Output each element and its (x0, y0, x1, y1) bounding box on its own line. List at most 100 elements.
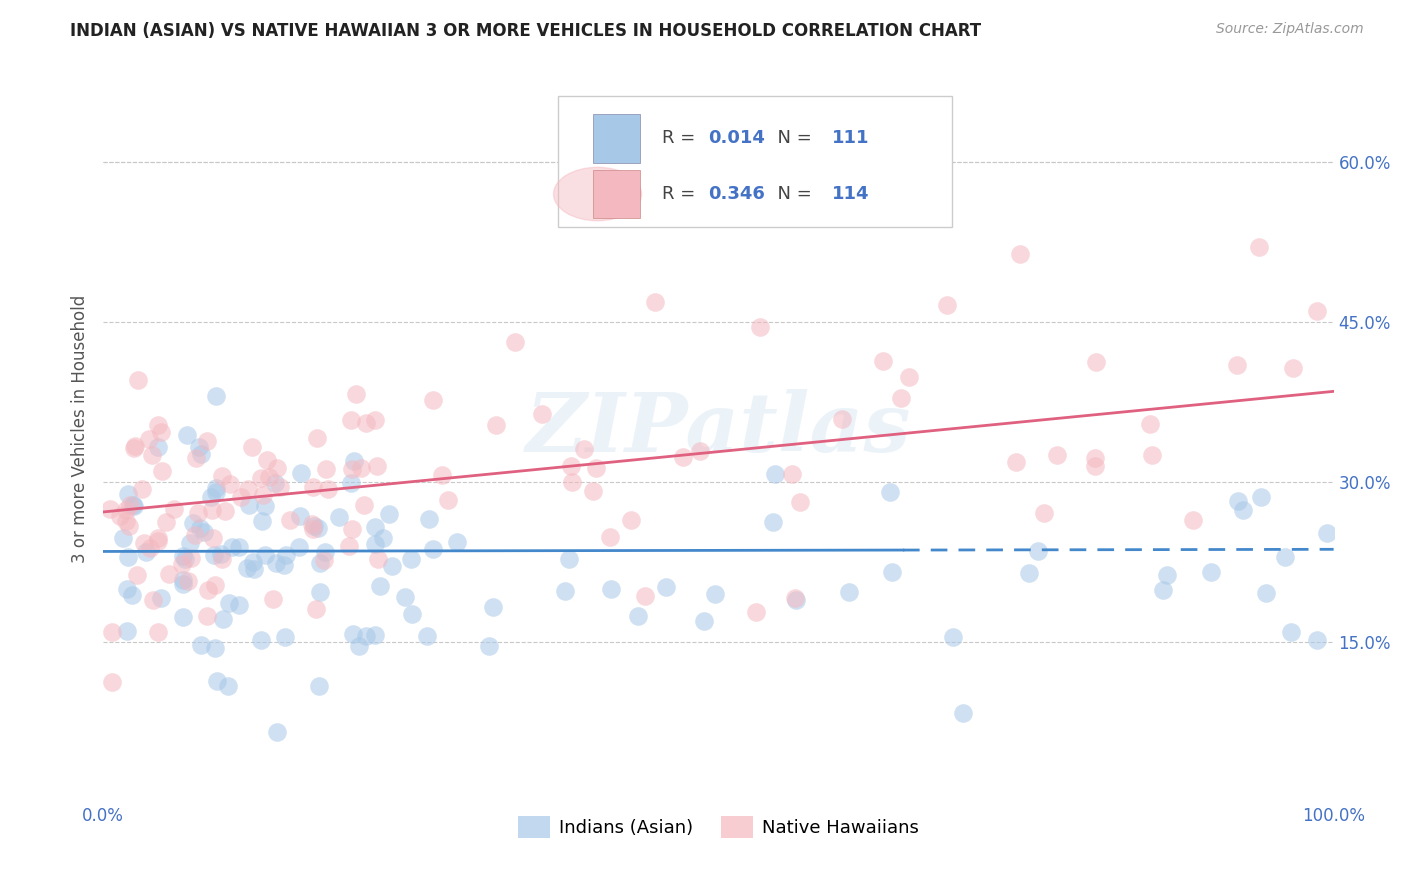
Point (574, 442, 596, 456)
Point (644, 294, 666, 309)
Point (307, 521, 329, 535)
Text: N =: N = (766, 185, 818, 203)
Point (689, 443, 711, 458)
Point (785, 592, 807, 607)
Point (1232, 503, 1254, 517)
Point (381, 559, 404, 574)
Point (172, 549, 194, 564)
Point (302, 518, 325, 533)
Point (163, 502, 186, 516)
Point (789, 494, 811, 508)
Point (172, 610, 194, 624)
Point (935, 298, 957, 312)
Point (125, 568, 148, 582)
Point (211, 551, 233, 566)
Point (235, 561, 257, 575)
Point (654, 580, 676, 594)
Point (308, 556, 330, 570)
Point (354, 629, 377, 643)
Point (364, 537, 387, 551)
Point (554, 584, 576, 599)
Point (266, 460, 288, 475)
Point (364, 519, 387, 533)
Point (561, 475, 583, 489)
Text: 114: 114 (831, 185, 869, 203)
Text: ZIPatlas: ZIPatlas (526, 389, 911, 468)
Circle shape (554, 168, 641, 220)
Point (314, 553, 336, 567)
Point (174, 552, 197, 566)
Point (204, 578, 226, 592)
Point (242, 555, 264, 569)
Point (211, 612, 233, 626)
Point (1254, 585, 1277, 599)
Point (627, 609, 650, 624)
Point (1005, 455, 1028, 469)
Point (236, 482, 259, 496)
Bar (593, 114, 640, 162)
Point (288, 509, 311, 524)
Point (890, 391, 912, 405)
Point (1279, 624, 1302, 639)
Point (146, 440, 169, 454)
Point (399, 551, 422, 566)
Point (503, 334, 526, 349)
Point (269, 480, 291, 494)
Point (1010, 247, 1032, 261)
Point (582, 484, 605, 499)
Point (1274, 549, 1296, 564)
Point (195, 609, 218, 624)
Point (430, 467, 453, 482)
Text: 0.346: 0.346 (709, 185, 765, 203)
Point (364, 628, 387, 642)
Point (1306, 633, 1329, 648)
Point (197, 582, 219, 597)
Point (229, 490, 252, 504)
Point (366, 458, 388, 473)
Point (264, 556, 287, 570)
Point (446, 534, 468, 549)
Point (316, 483, 339, 497)
Point (155, 515, 177, 529)
Point (422, 541, 444, 556)
Point (478, 639, 501, 653)
Point (250, 633, 273, 648)
Point (394, 591, 416, 605)
Point (585, 461, 607, 475)
Point (343, 453, 366, 467)
Point (200, 490, 222, 504)
Point (1018, 566, 1040, 580)
Point (146, 531, 169, 545)
Point (1140, 448, 1163, 462)
Point (228, 598, 250, 612)
Point (177, 574, 200, 588)
Point (101, 625, 124, 640)
Point (558, 551, 581, 566)
Point (344, 387, 367, 401)
Point (135, 545, 157, 559)
Point (1249, 240, 1271, 254)
Point (762, 515, 785, 529)
Point (205, 485, 228, 500)
Point (485, 417, 508, 432)
Point (188, 521, 211, 535)
Point (838, 585, 860, 599)
Point (347, 639, 370, 653)
Point (437, 492, 460, 507)
Point (139, 541, 162, 555)
Point (308, 679, 330, 693)
Point (179, 536, 201, 550)
Point (132, 535, 155, 549)
Point (264, 475, 287, 490)
Point (118, 519, 141, 533)
Point (146, 624, 169, 639)
Point (201, 502, 224, 516)
Point (238, 498, 260, 512)
Point (243, 562, 266, 576)
Point (252, 488, 274, 502)
Point (364, 413, 387, 427)
Point (302, 522, 325, 536)
Point (340, 462, 363, 476)
Text: N =: N = (766, 129, 818, 147)
Point (952, 706, 974, 720)
